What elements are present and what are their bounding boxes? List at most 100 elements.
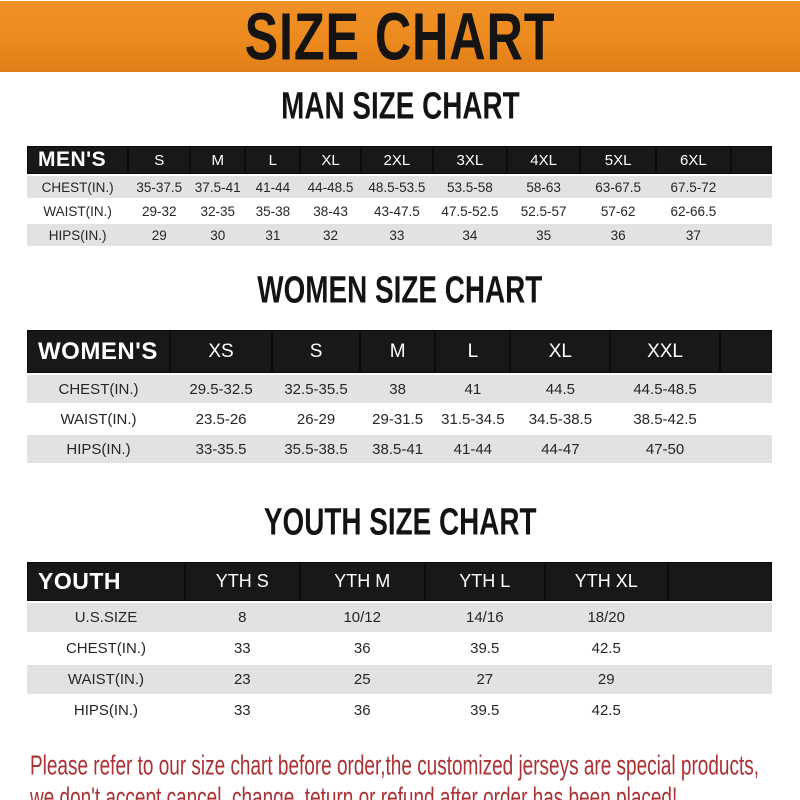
row-label: CHEST(IN.) [27,375,171,403]
header-spacer-cell [719,330,772,373]
size-cell: 36 [299,696,425,725]
size-cell: 32-35 [190,200,246,222]
size-cell: 38 [360,375,436,403]
size-cell: 23 [184,665,300,694]
size-cell: 29-32 [128,200,191,222]
disclaimer-line-2: we don't accept cancel, change, teturn o… [30,781,678,800]
size-cell: 39.5 [424,696,545,725]
column-header: XS [170,330,273,373]
row-label: U.S.SIZE [27,603,185,632]
size-cell: 38.5-41 [360,435,436,463]
youth-size-table: YOUTH YTH S YTH M YTH L YTH XL U.S.SIZE 8 10/1… [27,560,772,727]
row-spacer-cell [730,200,772,222]
size-cell: 42.5 [544,696,668,725]
size-cell: 29 [128,224,191,246]
column-header: XXL [610,330,720,373]
size-cell: 34.5-38.5 [510,405,611,433]
table-row: CHEST(IN.) 35-37.5 37.5-41 41-44 44-48.5 48.5… [27,176,772,198]
size-cell: 27 [424,665,545,694]
size-cell: 52.5-57 [506,200,581,222]
row-label: WAIST(IN.) [27,200,129,222]
column-header: M [360,330,436,373]
column-header: XL [300,146,361,174]
size-cell: 37 [655,224,731,246]
size-cell: 58-63 [506,176,581,198]
table-corner-label: YOUTH [27,562,185,601]
size-cell: 42.5 [544,634,668,663]
column-header: 5XL [580,146,656,174]
column-header: S [272,330,360,373]
size-cell: 63-67.5 [580,176,656,198]
column-header: YTH XL [544,562,668,601]
size-cell: 29 [544,665,668,694]
youth-section-title-text: YOUTH SIZE CHART [263,500,537,544]
size-cell: 35-38 [245,200,301,222]
size-cell: 53.5-58 [432,176,507,198]
table-corner-label: WOMEN'S [27,330,171,373]
size-cell: 35 [506,224,581,246]
women-size-table: WOMEN'S XS S M L XL XXL CHEST(IN.) 29.5-32.5 32.… [27,328,772,465]
size-cell: 26-29 [272,405,360,433]
column-header: 3XL [432,146,507,174]
column-header: M [190,146,246,174]
header-row: MEN'S S M L XL 2XL 3XL 4XL 5XL 6XL [27,146,772,174]
size-chart-banner: SIZE CHART [0,0,800,74]
size-cell: 57-62 [580,200,656,222]
table-row: WAIST(IN.) 29-32 32-35 35-38 38-43 43-47.5 47.… [27,200,772,222]
size-cell: 29-31.5 [360,405,436,433]
youth-section-title: YOUTH SIZE CHART [0,500,800,546]
size-cell: 44.5 [510,375,611,403]
size-cell: 67.5-72 [655,176,731,198]
table-row: WAIST(IN.) 23.5-26 26-29 29-31.5 31.5-34.5 34… [27,405,772,433]
column-header: S [128,146,191,174]
row-label: WAIST(IN.) [27,665,185,694]
column-header: 2XL [360,146,433,174]
row-spacer-cell [719,435,772,463]
column-header: 4XL [506,146,581,174]
table-row: WAIST(IN.) 23 25 27 29 [27,665,772,694]
table-corner-label: MEN'S [27,146,129,174]
size-cell: 41-44 [245,176,301,198]
size-cell: 18/20 [544,603,668,632]
column-header: YTH L [424,562,545,601]
women-section-title: WOMEN SIZE CHART [0,268,800,314]
size-cell: 44-47 [510,435,611,463]
size-cell: 23.5-26 [170,405,273,433]
size-cell: 44.5-48.5 [610,375,720,403]
size-cell: 29.5-32.5 [170,375,273,403]
column-header: L [435,330,511,373]
size-cell: 33 [360,224,433,246]
size-cell: 41 [435,375,511,403]
size-cell: 14/16 [424,603,545,632]
size-cell: 33 [184,696,300,725]
column-header: YTH M [299,562,425,601]
row-spacer-cell [667,696,772,725]
size-cell: 32.5-35.5 [272,375,360,403]
size-cell: 47.5-52.5 [432,200,507,222]
size-cell: 33 [184,634,300,663]
size-cell: 35-37.5 [128,176,191,198]
size-cell: 31.5-34.5 [435,405,511,433]
women-section-title-text: WOMEN SIZE CHART [257,268,543,312]
size-cell: 44-48.5 [300,176,361,198]
size-cell: 48.5-53.5 [360,176,433,198]
header-row: YOUTH YTH S YTH M YTH L YTH XL [27,562,772,601]
row-spacer-cell [667,603,772,632]
size-cell: 30 [190,224,246,246]
size-cell: 43-47.5 [360,200,433,222]
row-label: HIPS(IN.) [27,224,129,246]
row-label: HIPS(IN.) [27,435,171,463]
header-spacer-cell [667,562,772,601]
table-row: CHEST(IN.) 33 36 39.5 42.5 [27,634,772,663]
size-cell: 41-44 [435,435,511,463]
row-label: WAIST(IN.) [27,405,171,433]
row-spacer-cell [667,665,772,694]
size-cell: 36 [299,634,425,663]
size-cell: 31 [245,224,301,246]
disclaimer-line-1: Please refer to our size chart before or… [30,749,759,781]
size-cell: 47-50 [610,435,720,463]
size-cell: 10/12 [299,603,425,632]
table-row: HIPS(IN.) 33-35.5 35.5-38.5 38.5-41 41-44 44-… [27,435,772,463]
size-cell: 35.5-38.5 [272,435,360,463]
